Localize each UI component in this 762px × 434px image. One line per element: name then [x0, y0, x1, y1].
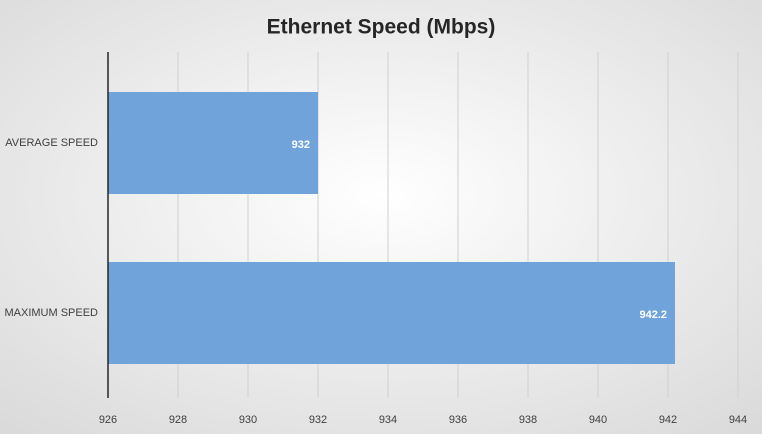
bar	[108, 92, 318, 194]
chart-title: Ethernet Speed (Mbps)	[267, 16, 496, 39]
x-tick-label: 936	[449, 414, 467, 426]
x-tick-label: 926	[99, 414, 117, 426]
data-label: 942.2	[639, 309, 667, 321]
x-tick-label: 932	[309, 414, 327, 426]
x-tick-label: 934	[379, 414, 397, 426]
y-tick-label: MAXIMUM SPEED	[4, 307, 98, 319]
y-tick-label: AVERAGE SPEED	[5, 137, 98, 149]
x-tick-label: 928	[169, 414, 187, 426]
x-tick-label: 938	[519, 414, 537, 426]
data-label: 932	[292, 139, 310, 151]
x-tick-label: 942	[659, 414, 677, 426]
x-tick-label: 944	[729, 414, 747, 426]
bar	[108, 262, 675, 364]
x-tick-label: 940	[589, 414, 607, 426]
x-tick-label: 930	[239, 414, 257, 426]
